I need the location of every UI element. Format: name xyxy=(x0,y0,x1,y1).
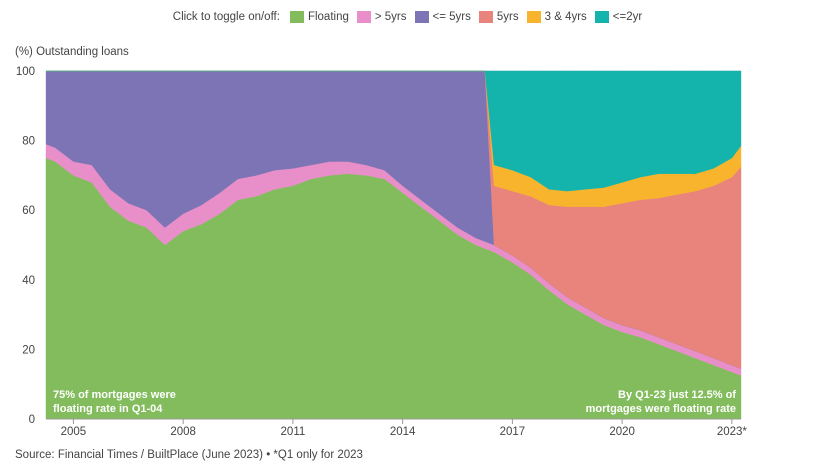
legend-item-3-4yrs[interactable]: 3 & 4yrs xyxy=(526,11,587,23)
legend-swatch-floating xyxy=(289,11,304,23)
x-tick-label: 2014 xyxy=(390,426,416,438)
legend-label-2yr: <=2yr xyxy=(612,11,643,23)
y-axis-title: (%) Outstanding loans xyxy=(15,46,129,58)
x-tick-label: 2005 xyxy=(61,426,87,438)
annotations: 75% of mortgages were floating rate in Q… xyxy=(53,389,736,415)
y-tick-label: 60 xyxy=(22,205,35,217)
legend-swatch-upto-5yrs xyxy=(414,11,429,23)
legend: Click to toggle on/off: Floating > 5yrs … xyxy=(0,11,819,23)
legend-swatch-2yr xyxy=(594,11,609,23)
axes: 0 20 40 60 80 100 2005 2008 2011 2014 2017 2020 2023… xyxy=(16,66,748,438)
legend-label-floating: Floating xyxy=(307,11,349,23)
y-tick-label: 40 xyxy=(22,275,35,287)
legend-label-5yrs: 5yrs xyxy=(496,11,519,23)
annotation-left-line2: floating rate in Q1-04 xyxy=(53,403,163,415)
area--2yr xyxy=(46,70,742,192)
legend-item-2yr[interactable]: <=2yr xyxy=(594,11,643,23)
annotation-left-line1: 75% of mortgages were xyxy=(53,389,176,401)
legend-swatch-5yrs xyxy=(478,11,493,23)
y-tick-label: 0 xyxy=(29,414,35,426)
x-tick-label: 2020 xyxy=(609,426,635,438)
x-tick-label: 2023* xyxy=(717,426,748,438)
area-series xyxy=(45,70,742,420)
y-tick-label: 20 xyxy=(22,344,35,356)
legend-item-over-5yrs[interactable]: > 5yrs xyxy=(356,11,407,23)
x-tick-label: 2008 xyxy=(170,426,196,438)
legend-swatch-over-5yrs xyxy=(356,11,371,23)
legend-item-floating[interactable]: Floating xyxy=(289,11,349,23)
legend-swatch-3-4yrs xyxy=(526,11,541,23)
y-tick-label: 80 xyxy=(22,136,35,148)
legend-prompt: Click to toggle on/off: xyxy=(172,11,280,23)
legend-item-upto-5yrs[interactable]: <= 5yrs xyxy=(414,11,471,23)
y-tick-label: 100 xyxy=(16,66,35,78)
annotation-right-line1: By Q1-23 just 12.5% of xyxy=(618,389,736,401)
legend-label-upto-5yrs: <= 5yrs xyxy=(432,11,471,23)
legend-label-over-5yrs: > 5yrs xyxy=(374,11,407,23)
x-tick-label: 2011 xyxy=(281,426,306,438)
legend-item-5yrs[interactable]: 5yrs xyxy=(478,11,519,23)
legend-label-3-4yrs: 3 & 4yrs xyxy=(544,11,587,23)
source-note: Source: Financial Times / BuiltPlace (Ju… xyxy=(15,449,363,461)
x-tick-label: 2017 xyxy=(500,426,526,438)
annotation-right-line2: mortgages were floating rate xyxy=(586,403,736,415)
